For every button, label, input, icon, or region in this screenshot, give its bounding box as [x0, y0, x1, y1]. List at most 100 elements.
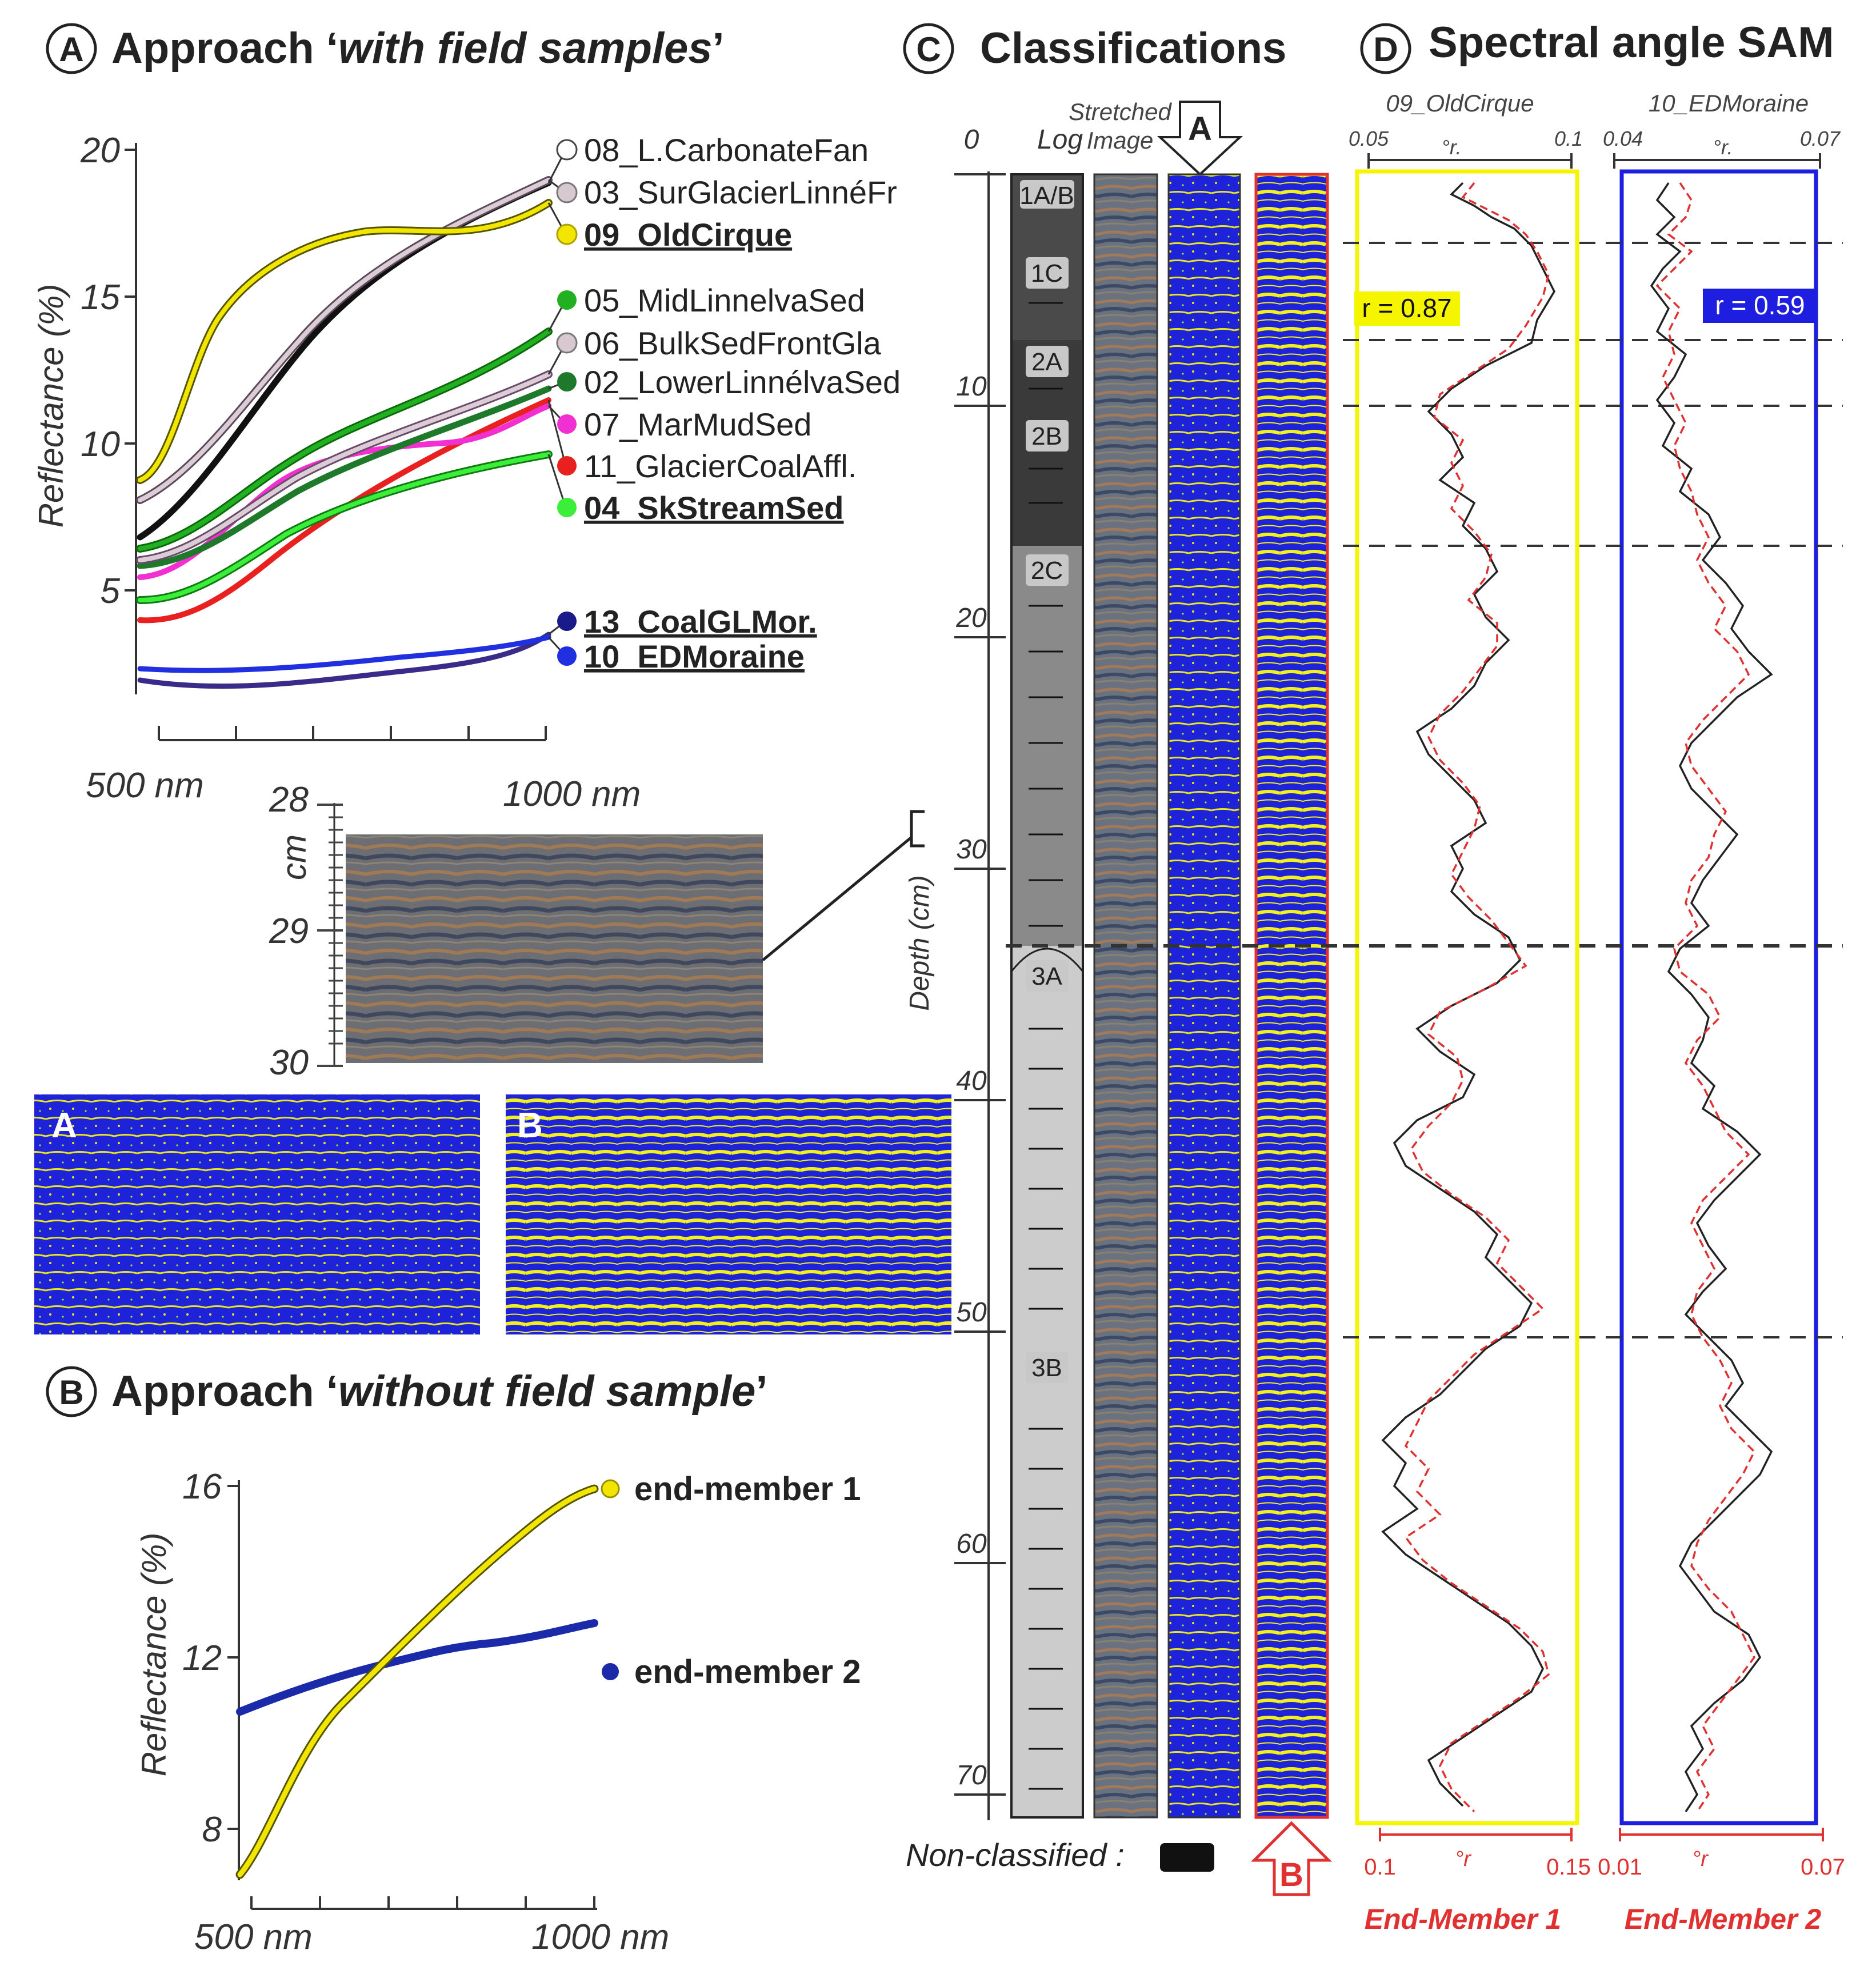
unit-label: 2B [1031, 422, 1062, 450]
depth-axis [954, 171, 1006, 1820]
unit-label: 2C [1031, 557, 1063, 585]
track1-top-unit: °r. [1441, 135, 1461, 159]
unit-label: 3A [1031, 962, 1062, 990]
track2-bottom-min: 0.01 [1598, 1855, 1642, 1880]
track2-bottom-unit: °r [1692, 1847, 1709, 1871]
chart-a-series [136, 176, 553, 689]
depth-tick: 60 [956, 1529, 987, 1559]
legend-swatch [556, 332, 578, 354]
series-06-bulksed [138, 372, 551, 562]
chart-a-axes [125, 143, 547, 741]
series-05-midlinne [136, 327, 553, 553]
inset-photo [346, 834, 763, 1063]
depth-tick: 40 [956, 1066, 987, 1096]
depth-label: Depth (cm) [905, 875, 935, 1010]
chart-b-ylabel: Reflectance (%) [135, 1533, 173, 1777]
end-member-2-marker [602, 1663, 619, 1680]
class-map-a-label: A [51, 1106, 77, 1145]
legend-swatch [556, 182, 578, 203]
legend-swatch [557, 456, 577, 475]
class-map-a: A [34, 1094, 480, 1334]
panel-d-circle [1360, 23, 1411, 74]
legend-swatch [557, 612, 577, 631]
legend-swatch [557, 372, 577, 391]
panel-b: B Approach ‘without field sample’ 16 12 … [46, 1366, 861, 1957]
unit-label: 3B [1031, 1354, 1062, 1382]
inset-tick: 30 [269, 1043, 309, 1082]
series-13-coal [137, 632, 551, 689]
end-member-1-marker [601, 1479, 620, 1499]
panel-b-label: B [59, 1373, 83, 1412]
track2-top-unit: °r. [1713, 135, 1733, 159]
unit-label: 1A/B [1019, 182, 1074, 210]
track2-top-max: 0.07 [1800, 127, 1841, 150]
inset-photo-block: 28 29 30 cm [269, 780, 925, 1082]
inset-tick: 29 [269, 912, 309, 951]
track2-endmember-label: End-Member 2 [1625, 1903, 1822, 1935]
panel-b-circle [46, 1366, 97, 1417]
track2-traces [1650, 182, 1773, 1812]
bottom-red-axes [1379, 1828, 1824, 1841]
classification-column-b [1254, 173, 1329, 1819]
track1-black-trace [1381, 182, 1555, 1807]
chart-a-ytick: 10 [81, 425, 120, 464]
depth-tick: 50 [956, 1297, 987, 1328]
panel-d-label: D [1373, 30, 1398, 69]
chart-b-series [235, 1484, 599, 1879]
series-03-surglacier [138, 178, 551, 502]
track1-top-max: 0.1 [1554, 127, 1583, 150]
unit-label: 2A [1031, 348, 1062, 376]
chart-a-ytick: 5 [101, 572, 121, 611]
end-member-1-label: end-member 1 [634, 1470, 861, 1508]
track1-frame [1355, 169, 1579, 1825]
arrow-b: B [1250, 1821, 1333, 1896]
series-10-edmoraine [137, 634, 551, 673]
panel-b-title: Approach ‘without field sample’ [111, 1367, 768, 1416]
unit-badge [1026, 960, 1069, 992]
col-image-label-1: Stretched [1069, 98, 1172, 125]
panel-a-label: A [59, 30, 83, 69]
depth-tick: 70 [956, 1760, 987, 1791]
depth-tick: 0 [964, 125, 979, 155]
legend-label: 08_L.CarbonateFan [584, 132, 869, 168]
log-column: 1A/B 1C 2A 2B 2C 3A 3B [1010, 173, 1084, 1819]
stretched-image-column [1093, 173, 1158, 1819]
class-map-b-label: B [517, 1106, 543, 1145]
legend-swatch [556, 139, 578, 161]
unit-badge [1026, 1352, 1069, 1383]
track1-bottom-unit: °r [1455, 1847, 1471, 1871]
unit-badge [1026, 420, 1069, 451]
track1-name: 09_OldCirque [1386, 90, 1534, 117]
track1-bottom-max: 0.15 [1546, 1855, 1591, 1880]
track1-endmember-label: End-Member 1 [1365, 1903, 1562, 1935]
end-member-2-line [236, 1619, 598, 1716]
track2-r-value: r = 0.59 [1715, 290, 1805, 320]
end-member-1-line [235, 1484, 599, 1879]
legend-label: 09_OldCirque [584, 217, 792, 253]
end-member-1-line [237, 1486, 597, 1877]
nonclassified-label: Non-classified : [906, 1837, 1125, 1873]
series-09-oldcirque [136, 199, 553, 484]
chart-a-xlabel-start: 500 nm [86, 766, 204, 805]
inset-unit: cm [275, 834, 313, 880]
panel-c-label: C [916, 30, 941, 69]
depth-tick: 20 [955, 603, 987, 633]
chart-a-ytick: 15 [81, 278, 120, 317]
track2-top-min: 0.04 [1603, 127, 1643, 150]
panel-a-circle [46, 23, 97, 74]
track1-r-badge [1354, 291, 1460, 326]
legend-swatch [556, 223, 578, 245]
track1-top-min: 0.05 [1349, 127, 1389, 150]
unit-boundaries [1006, 242, 1843, 1338]
chart-b-axes [227, 1480, 597, 1910]
track2-black-trace [1650, 182, 1773, 1812]
inset-tick: 28 [269, 780, 309, 820]
track1-traces [1381, 182, 1555, 1813]
legend-label: 05_MidLinnelvaSed [584, 282, 865, 318]
track2-bottom-max: 0.07 [1801, 1855, 1845, 1880]
panel-d: D Spectral angle SAM 09_OldCirque 0.05 °… [1006, 18, 1845, 1935]
depth-tick: 10 [956, 371, 987, 402]
panel-a: A Approach ‘with field samples’ 20 15 10… [32, 23, 951, 1334]
series-09-oldcirque [138, 201, 551, 482]
